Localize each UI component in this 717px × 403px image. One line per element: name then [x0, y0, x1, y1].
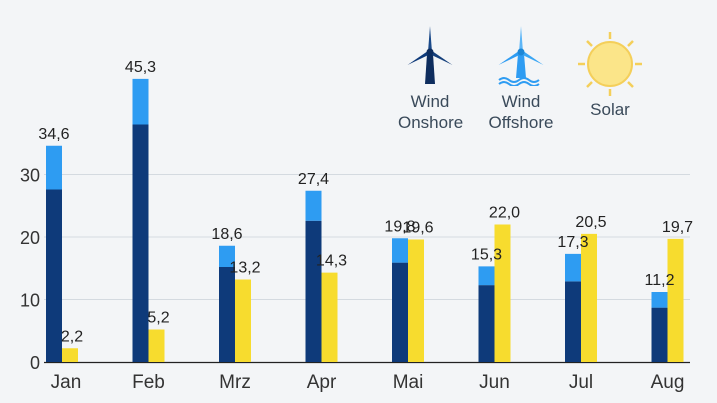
wind-total-label: 45,3: [125, 59, 156, 76]
x-tick-label: Feb: [132, 372, 165, 393]
y-tick-label: 0: [30, 353, 40, 373]
solar-label: 22,0: [489, 205, 520, 222]
bar-wind-offshore: [46, 145, 62, 190]
bar-wind-offshore: [651, 292, 668, 308]
bar-wind-onshore: [305, 220, 322, 362]
bar-wind-onshore: [132, 124, 149, 362]
x-tick-label: Aug: [651, 372, 685, 393]
solar-label: 5,2: [147, 310, 169, 327]
wind-total-label: 15,3: [471, 246, 502, 263]
wind-total-label: 34,6: [38, 126, 69, 143]
bar-solar: [667, 238, 684, 362]
bar-wind-onshore: [219, 267, 235, 362]
solar-label: 20,5: [575, 214, 606, 231]
x-tick-label: Jan: [51, 372, 82, 393]
solar-label: 14,3: [316, 253, 347, 270]
legend-solar-label: Solar: [590, 100, 630, 119]
bar-solar: [148, 329, 165, 362]
legend-offshore-line2: Offshore: [488, 113, 554, 132]
y-tick-label: 10: [20, 291, 40, 311]
x-tick-label: Jul: [569, 372, 593, 393]
legend-offshore: Wind Offshore: [483, 24, 559, 133]
bar-wind-onshore: [565, 281, 581, 362]
solar-label: 13,2: [229, 260, 260, 277]
wind-total-label: 19,8: [384, 218, 415, 235]
wind-total-label: 18,6: [211, 226, 242, 243]
wind-turbine-offshore-icon: [498, 26, 544, 87]
legend-onshore: Wind Onshore: [398, 24, 464, 133]
x-tick-label: Jun: [479, 372, 510, 393]
bar-wind-offshore: [305, 190, 322, 221]
bar-wind-offshore: [565, 253, 581, 282]
bar-solar: [321, 272, 338, 362]
wind-total-label: 27,4: [298, 171, 329, 188]
x-tick-label: Apr: [307, 372, 337, 393]
bar-wind-onshore: [478, 285, 495, 362]
bar-wind-onshore: [392, 262, 408, 362]
legend-onshore-line1: Wind: [410, 92, 450, 111]
bar-wind-offshore: [392, 238, 408, 263]
bar-wind-offshore: [219, 245, 235, 267]
wind-total-label: 17,3: [557, 234, 588, 251]
x-tick-label: Mai: [393, 372, 424, 393]
legend-offshore-line1: Wind: [501, 92, 541, 111]
bar-wind-onshore: [651, 307, 668, 362]
sun-icon: [578, 32, 642, 96]
y-tick-label: 20: [20, 228, 40, 248]
legend-solar: Solar: [574, 30, 646, 120]
wind-turbine-onshore-icon: [407, 26, 453, 84]
bar-solar: [581, 233, 597, 362]
legend-onshore-line2: Onshore: [398, 113, 464, 132]
bar-wind-offshore: [478, 266, 495, 286]
bar-solar: [235, 279, 251, 362]
solar-label: 2,2: [61, 328, 83, 345]
x-tick-label: Mrz: [219, 372, 251, 393]
solar-label: 19,7: [662, 219, 693, 236]
bar-solar: [408, 239, 424, 362]
solar-label: 19,6: [402, 220, 433, 237]
y-tick-label: 30: [20, 166, 40, 186]
bar-wind-onshore: [46, 189, 62, 362]
wind-total-label: 11,2: [645, 272, 675, 289]
bar-solar: [494, 224, 511, 362]
bar-solar: [62, 348, 78, 362]
bar-wind-offshore: [132, 78, 149, 125]
